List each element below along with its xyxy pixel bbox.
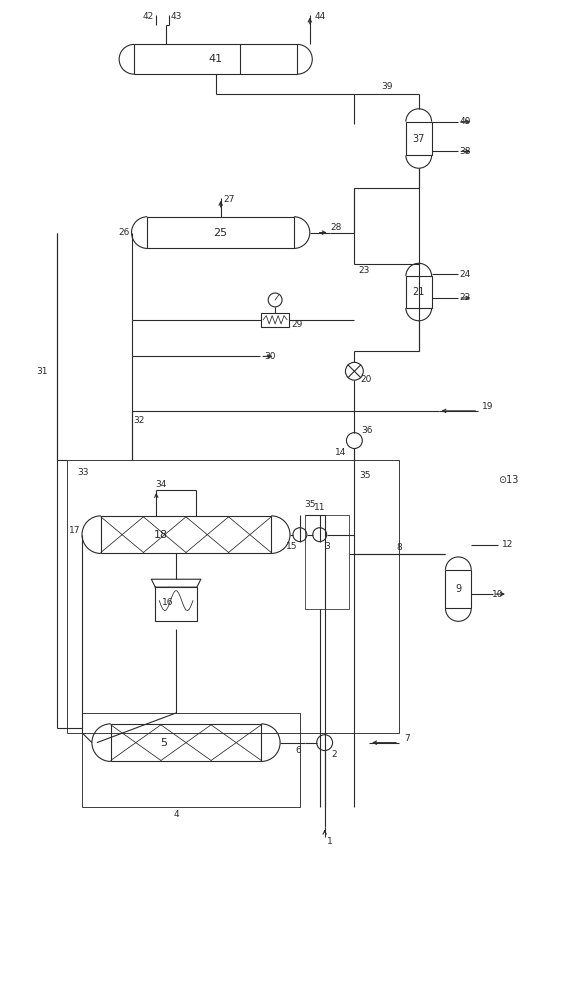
- Text: 32: 32: [134, 416, 145, 425]
- Text: 7: 7: [404, 734, 410, 743]
- Text: 40: 40: [460, 117, 471, 126]
- Bar: [406, 276, 432, 308]
- Bar: [147, 217, 294, 248]
- Bar: [82, 713, 300, 807]
- Text: 16: 16: [162, 598, 174, 607]
- Text: 33: 33: [77, 468, 88, 477]
- Text: 1: 1: [327, 837, 332, 846]
- Text: 18: 18: [153, 530, 168, 540]
- Text: 4: 4: [173, 810, 179, 819]
- Bar: [111, 724, 261, 761]
- Text: 35: 35: [304, 500, 316, 509]
- Text: 3: 3: [325, 542, 331, 551]
- Text: 9: 9: [455, 584, 461, 594]
- Text: 25: 25: [214, 228, 228, 238]
- Text: 20: 20: [361, 375, 372, 384]
- Text: 28: 28: [331, 223, 342, 232]
- Text: 10: 10: [492, 590, 503, 599]
- Text: 24: 24: [460, 270, 471, 279]
- Text: 15: 15: [286, 542, 298, 551]
- Text: ⊙13: ⊙13: [498, 475, 518, 485]
- Text: 22: 22: [460, 293, 471, 302]
- Text: 23: 23: [358, 266, 370, 275]
- Text: 42: 42: [143, 12, 154, 21]
- Bar: [305, 515, 350, 609]
- Bar: [134, 44, 298, 74]
- Text: 35: 35: [360, 471, 371, 480]
- Text: 39: 39: [381, 82, 393, 91]
- Bar: [446, 570, 471, 608]
- Text: 41: 41: [209, 54, 223, 64]
- Text: 37: 37: [413, 134, 425, 144]
- Text: 43: 43: [171, 12, 182, 21]
- Bar: [155, 587, 197, 621]
- Text: 12: 12: [502, 540, 514, 549]
- Text: 31: 31: [36, 367, 48, 376]
- Text: 6: 6: [295, 746, 301, 755]
- Text: 36: 36: [361, 426, 373, 435]
- Text: 19: 19: [482, 402, 494, 411]
- Text: 34: 34: [155, 480, 167, 489]
- Bar: [261, 313, 289, 327]
- Text: 2: 2: [332, 750, 338, 759]
- Text: 11: 11: [314, 503, 325, 512]
- Bar: [67, 460, 399, 733]
- Text: 14: 14: [335, 448, 346, 457]
- Text: 26: 26: [118, 228, 129, 237]
- Bar: [406, 122, 432, 155]
- Text: 21: 21: [413, 287, 425, 297]
- Text: 17: 17: [69, 526, 81, 535]
- Text: 38: 38: [460, 147, 471, 156]
- Bar: [101, 516, 271, 553]
- Text: 29: 29: [291, 320, 303, 329]
- Text: 44: 44: [314, 12, 325, 21]
- Text: 27: 27: [223, 195, 234, 204]
- Text: 8: 8: [396, 543, 402, 552]
- Text: 30: 30: [264, 352, 276, 361]
- Text: 5: 5: [160, 738, 167, 748]
